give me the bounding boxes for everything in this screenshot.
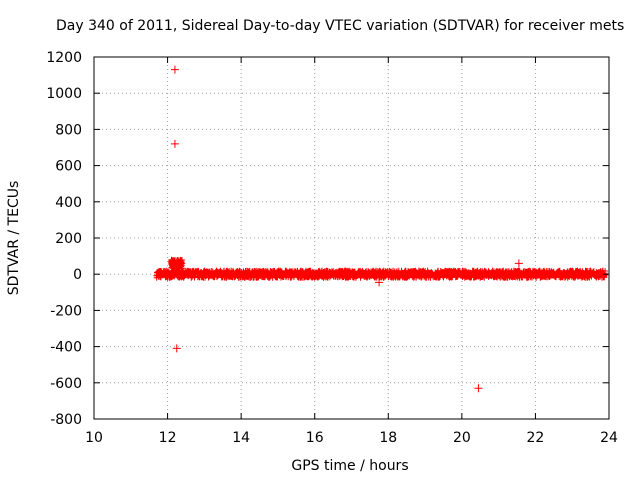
x-tick-label: 24 (600, 430, 618, 446)
outlier-point (474, 384, 483, 393)
y-tick-label: 600 (55, 159, 82, 175)
grid-lines (94, 57, 609, 419)
outlier-point (375, 278, 384, 287)
y-tick-label: 1000 (46, 86, 82, 102)
x-tick-label: 12 (159, 430, 177, 446)
y-axis-label: SDTVAR / TECUs (6, 181, 22, 296)
x-tick-label: 14 (232, 430, 250, 446)
chart-title: Day 340 of 2011, Sidereal Day-to-day VTE… (56, 18, 624, 34)
y-tick-label: 400 (55, 195, 82, 211)
outlier-point (170, 139, 179, 148)
y-tick-label: -600 (50, 376, 82, 392)
axis-ticks: 10 12 14 16 18 20 22 24 -800 -600 -400 -200 0 200 400 6… (46, 50, 618, 446)
y-tick-label: 0 (73, 267, 82, 283)
x-tick-label: 22 (527, 430, 545, 446)
y-tick-label: -400 (50, 340, 82, 356)
y-tick-label: -200 (50, 303, 82, 319)
x-tick-label: 18 (379, 430, 397, 446)
dense-band (153, 256, 609, 281)
x-axis-label: GPS time / hours (291, 458, 408, 474)
plot-frame (93, 56, 610, 420)
x-tick-label: 20 (453, 430, 471, 446)
outlier-point (170, 65, 179, 74)
y-tick-label: 200 (55, 231, 82, 247)
outlier-point (514, 259, 523, 268)
x-tick-label: 16 (306, 430, 324, 446)
x-tick-label: 10 (85, 430, 103, 446)
data-points (170, 65, 523, 393)
y-tick-label: 1200 (46, 50, 82, 66)
outlier-point (172, 344, 181, 353)
y-tick-label: 800 (55, 122, 82, 138)
y-tick-label: -800 (50, 412, 82, 428)
band-markers (153, 256, 609, 281)
